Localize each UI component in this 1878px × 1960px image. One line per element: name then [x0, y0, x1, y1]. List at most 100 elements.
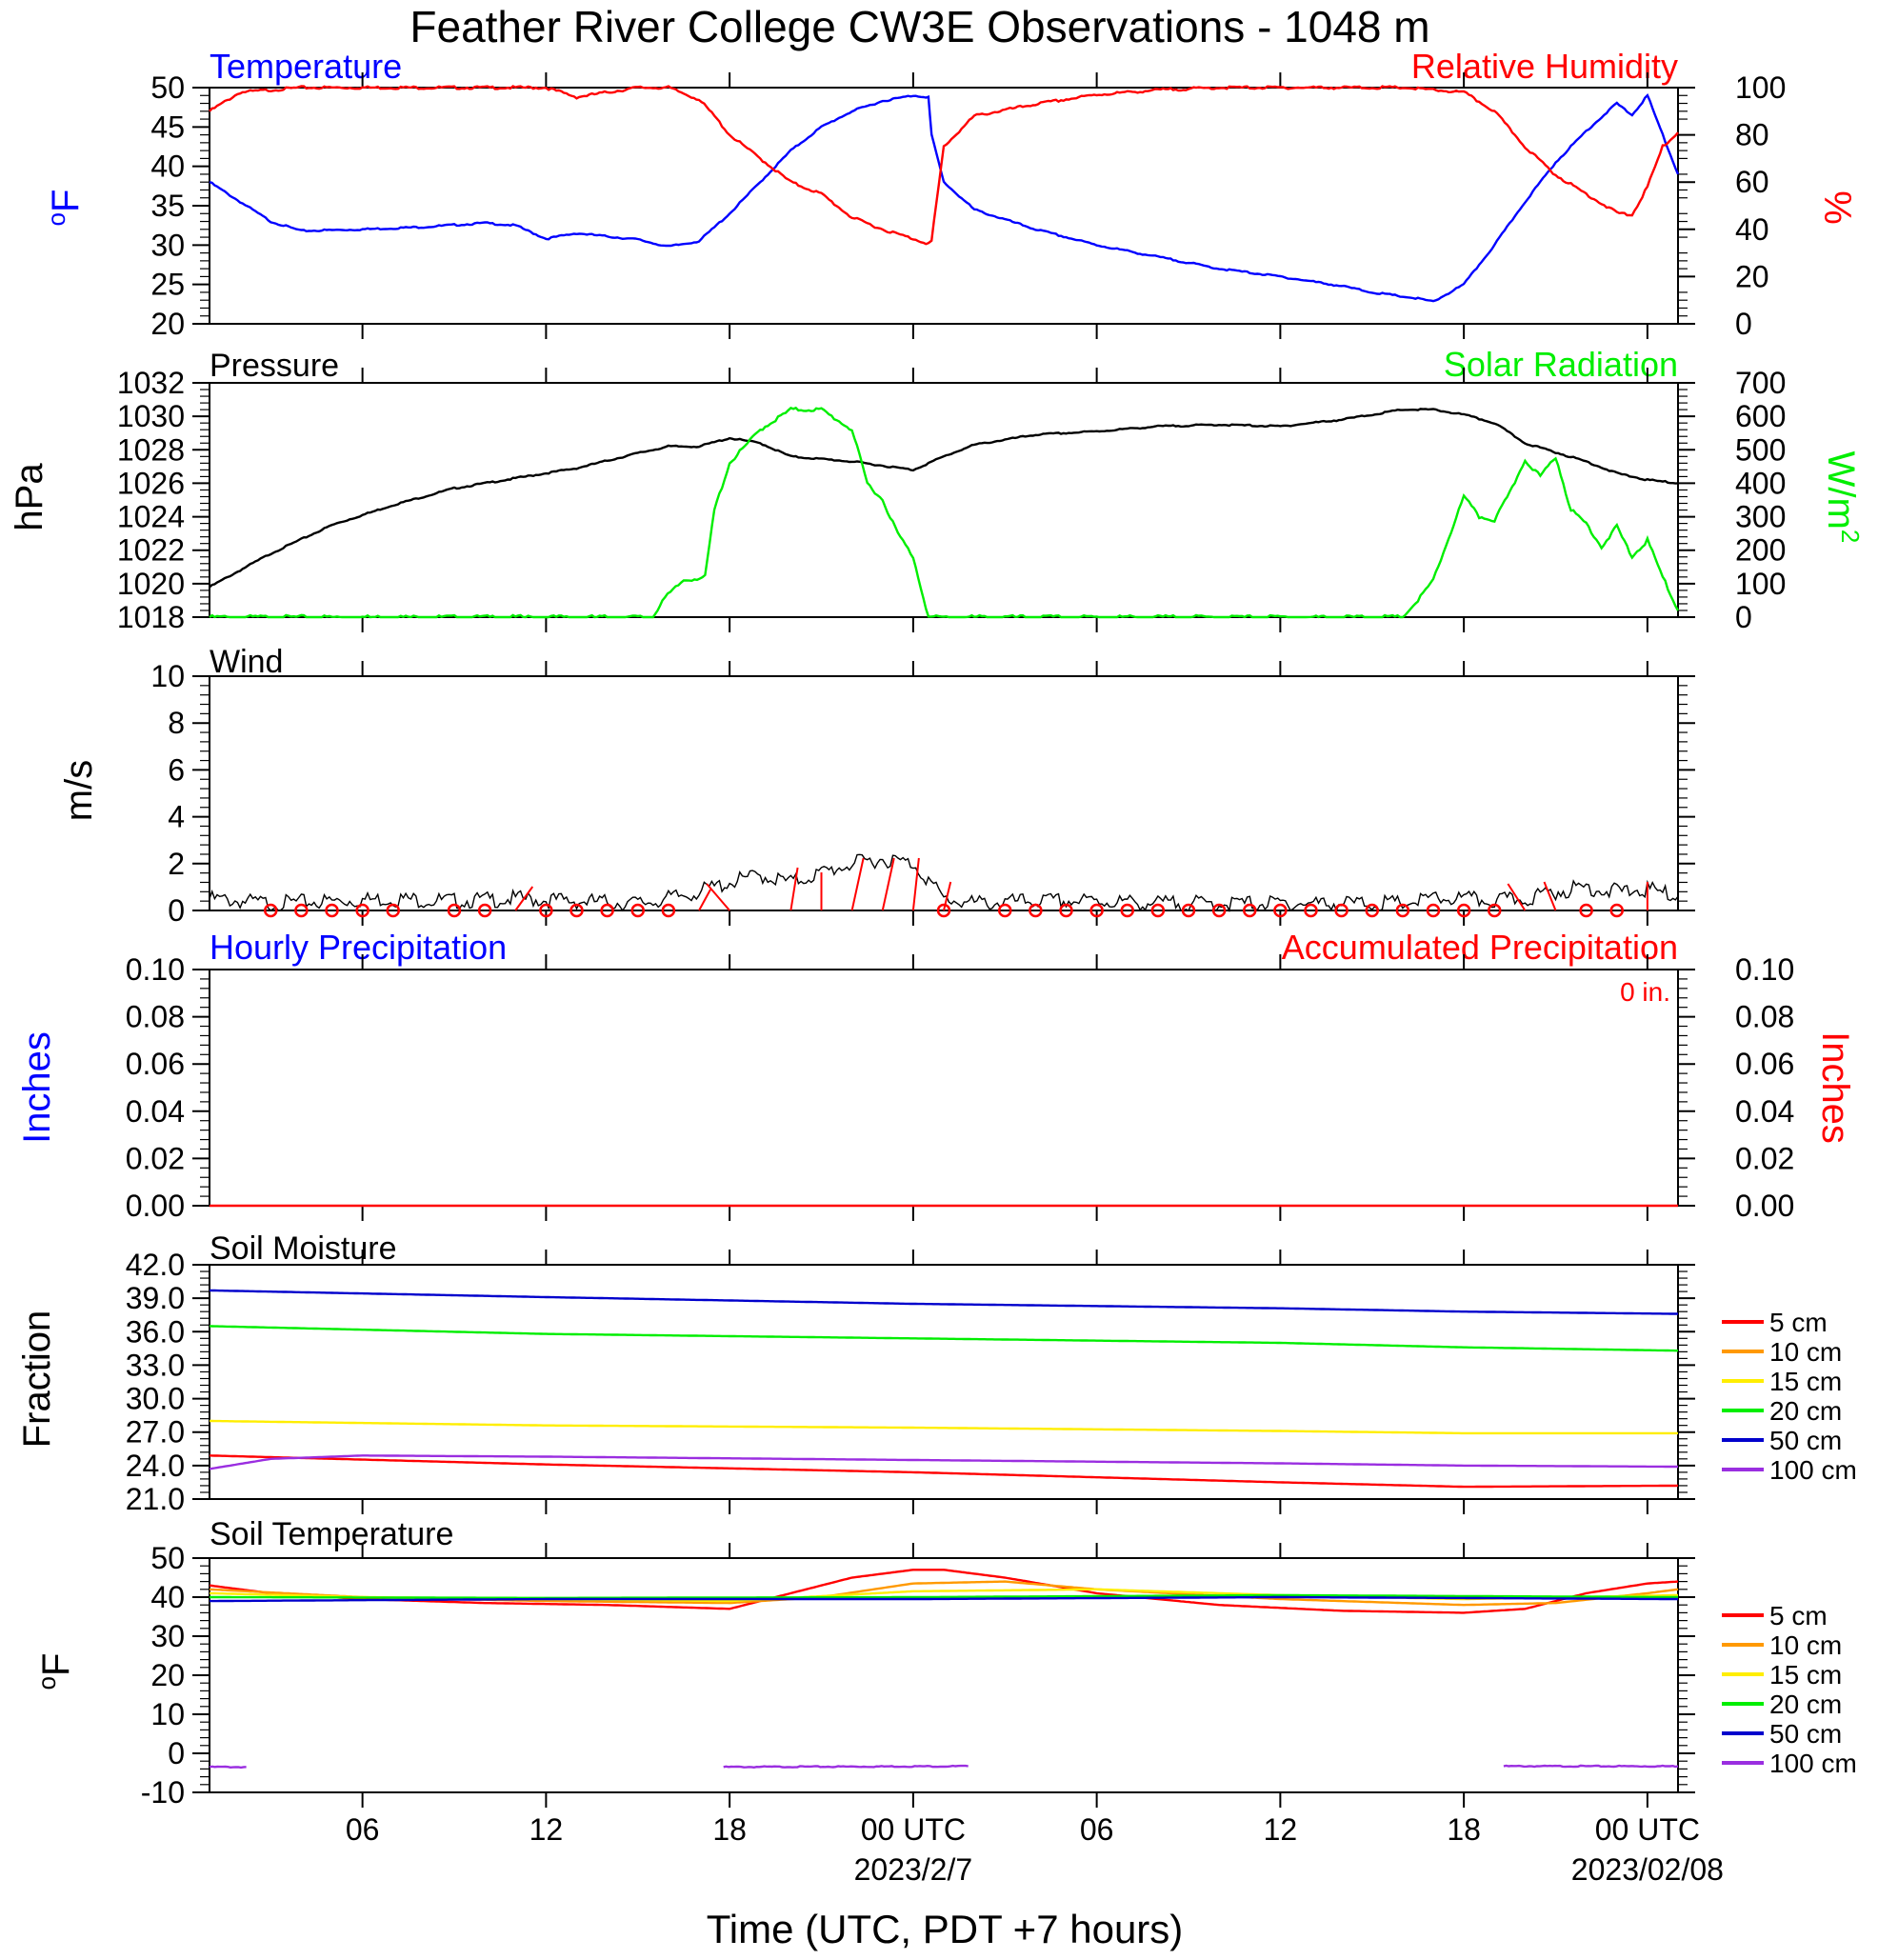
- wind-barb: [514, 886, 534, 911]
- y-tick-label: 4: [168, 800, 185, 834]
- y-tick-label: 45: [150, 110, 185, 144]
- legend-label: 100 cm: [1769, 1455, 1857, 1485]
- y-tick-label: 40: [150, 150, 185, 184]
- wind-frame: [209, 675, 1679, 911]
- legend-label: 100 cm: [1769, 1749, 1857, 1778]
- wind-barb: [1543, 881, 1557, 911]
- wind-barb: [1507, 883, 1527, 911]
- soil_temp-series-100-cm: [209, 1765, 247, 1770]
- soil-moisture-title: Soil Moisture: [210, 1230, 397, 1267]
- y-tick-label: -10: [141, 1775, 185, 1810]
- wind-axis-label: m/s: [58, 760, 100, 821]
- pressure_solar-frame: [209, 382, 1679, 618]
- wind-series-wind-speed: [209, 853, 1679, 913]
- soil_temp-series-100-cm: [723, 1764, 969, 1770]
- y-tick-label: 40: [150, 1580, 185, 1614]
- y-tick-label: 0.04: [126, 1094, 185, 1129]
- pressure_solar-series-solar-radiation: [209, 406, 1680, 619]
- y-right-tick-label: 0.10: [1735, 952, 1794, 987]
- soil_temp-frame: [209, 1557, 1679, 1793]
- legend-label: 15 cm: [1769, 1660, 1842, 1690]
- soil_moisture-series-50-cm: [209, 1289, 1678, 1315]
- soil_temp-series-20-cm: [210, 1593, 1678, 1600]
- calm-wind-circle: [539, 903, 553, 918]
- precipitation-panel: Hourly Precipitation Accumulated Precipi…: [16, 928, 1856, 1223]
- calm-wind-circle: [998, 903, 1012, 918]
- y-tick-label: 0.06: [126, 1047, 185, 1081]
- y-tick-label: 1030: [117, 399, 185, 433]
- y-tick-label: 0: [168, 893, 185, 928]
- soil_moisture-series-5-cm: [209, 1454, 1679, 1489]
- legend-label: 50 cm: [1769, 1426, 1842, 1455]
- wind-barb: [911, 857, 920, 911]
- y-tick-label: 0.02: [126, 1141, 185, 1175]
- y-right-tick-label: 0.02: [1735, 1141, 1794, 1175]
- y-right-tick-label: 0.06: [1735, 1047, 1794, 1081]
- pressure-axis-label: hPa: [9, 463, 50, 531]
- y-right-tick-label: 700: [1735, 366, 1786, 400]
- calm-wind-circle: [1089, 903, 1104, 918]
- y-tick-label: 10: [150, 659, 185, 693]
- y-tick-label: 30: [150, 1619, 185, 1653]
- y-right-tick-label: 300: [1735, 500, 1786, 534]
- y-tick-label: 0: [168, 1736, 185, 1770]
- y-tick-label: 33.0: [126, 1348, 185, 1382]
- time-axis: 06 12 18 00 UTC 2023/2/7 06 12 18 00 UTC 2023/02/…: [346, 1812, 1724, 1887]
- pressure-title: Pressure: [210, 348, 339, 384]
- y-tick-label: 30: [150, 228, 185, 262]
- precip-frame: [209, 969, 1679, 1207]
- y-tick-label: 20: [150, 307, 185, 341]
- x-tick-label: 12: [529, 1812, 564, 1847]
- pressure-solar-panel: Pressure Solar Radiation hPa W/m2 101810…: [9, 345, 1865, 634]
- calm-wind-circle: [477, 903, 492, 918]
- calm-wind-circle: [1029, 903, 1043, 918]
- pressure_solar-series-pressure: [209, 408, 1679, 589]
- calm-wind-circle: [936, 903, 951, 918]
- y-right-tick-label: 80: [1735, 118, 1769, 152]
- y-right-tick-label: 40: [1735, 212, 1769, 247]
- time-axis-title: Time (UTC, PDT +7 hours): [707, 1907, 1184, 1951]
- temperature-axis-label: oF: [42, 190, 87, 227]
- y-right-tick-label: 500: [1735, 432, 1786, 467]
- legend-label: 50 cm: [1769, 1719, 1842, 1749]
- calm-wind-circle: [1334, 903, 1349, 918]
- y-tick-label: 2: [168, 847, 185, 881]
- y-tick-label: 35: [150, 189, 185, 223]
- wind-barb: [850, 857, 865, 911]
- wind-barb: [698, 889, 711, 911]
- x-tick-label: 18: [1447, 1812, 1481, 1847]
- y-tick-label: 42.0: [126, 1248, 185, 1282]
- y-tick-label: 10: [150, 1697, 185, 1731]
- x-tick-label: 12: [1264, 1812, 1298, 1847]
- temp_rh-series-temperature: [209, 93, 1680, 303]
- soil-temperature-title: Soil Temperature: [210, 1516, 453, 1552]
- y-tick-label: 1028: [117, 432, 185, 467]
- legend-label: 10 cm: [1769, 1630, 1842, 1660]
- y-right-tick-label: 0.00: [1735, 1189, 1794, 1223]
- y-right-tick-label: 20: [1735, 259, 1769, 293]
- y-right-tick-label: 0: [1735, 307, 1752, 341]
- soil_temp-series-100-cm: [1503, 1764, 1679, 1769]
- accumulated-precip-title: Accumulated Precipitation: [1282, 928, 1678, 967]
- legend-label: 20 cm: [1769, 1396, 1842, 1426]
- wind-barb: [706, 883, 730, 911]
- y-tick-label: 0.10: [126, 952, 185, 987]
- solar-axis-label: W/m2: [1820, 451, 1865, 544]
- x-tick-label: 00 UTC: [861, 1812, 966, 1847]
- calm-wind-circle: [661, 903, 676, 918]
- y-tick-label: 1026: [117, 466, 185, 500]
- wind-barb: [789, 867, 799, 911]
- y-tick-label: 50: [150, 70, 185, 105]
- figure-title: Feather River College CW3E Observations …: [410, 2, 1429, 51]
- y-tick-label: 39.0: [126, 1281, 185, 1315]
- calm-wind-circle: [1426, 903, 1441, 918]
- y-tick-label: 1032: [117, 366, 185, 400]
- y-tick-label: 24.0: [126, 1449, 185, 1483]
- y-tick-label: 21.0: [126, 1482, 185, 1516]
- x-tick-label: 18: [712, 1812, 747, 1847]
- y-right-tick-label: 0: [1735, 600, 1752, 634]
- soil_temp-series-50-cm: [210, 1595, 1678, 1603]
- y-tick-label: 1018: [117, 600, 185, 634]
- y-tick-label: 30.0: [126, 1382, 185, 1416]
